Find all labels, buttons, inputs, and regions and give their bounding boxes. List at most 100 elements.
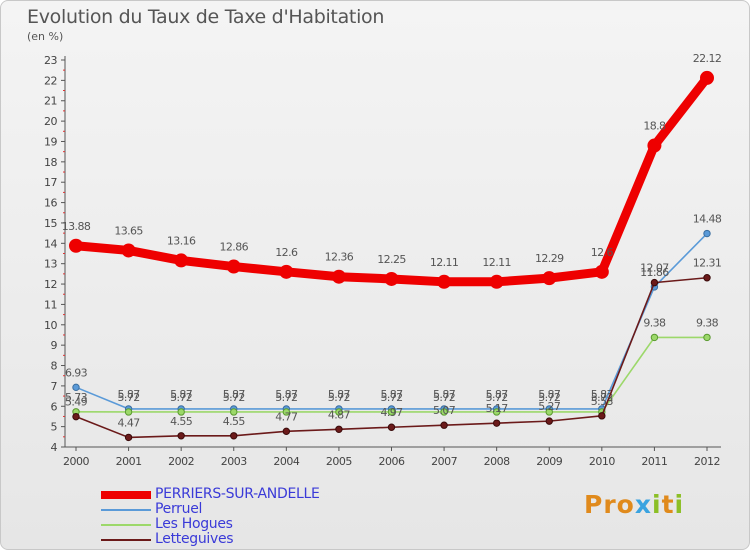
data-label: 5.72 — [328, 391, 350, 404]
x-tick-label: 2005 — [326, 455, 352, 468]
data-label: 4.55 — [223, 415, 246, 428]
data-label: 5.27 — [538, 400, 561, 413]
x-tick-label: 2003 — [221, 455, 247, 468]
data-point — [69, 238, 83, 253]
data-label: 5.72 — [223, 391, 245, 404]
y-tick-label: 5 — [51, 421, 58, 434]
data-point — [489, 274, 504, 289]
y-tick-label: 22 — [44, 74, 57, 87]
series-3: 5.49 4.47 4.55 4.55 4.77 4.87 4.97 5.07 5.17 5.27… — [65, 257, 722, 442]
y-tick-label: 7 — [51, 380, 58, 393]
data-point — [542, 271, 557, 286]
data-label: 5.72 — [275, 391, 297, 404]
x-tick-label: 2011 — [641, 455, 667, 468]
data-label: 4.47 — [118, 416, 141, 429]
data-label: 13.16 — [167, 234, 196, 247]
data-label: 4.97 — [380, 406, 403, 419]
data-label: 12.11 — [430, 256, 459, 269]
proxiti-logo: Proxiti — [584, 490, 684, 519]
y-tick-label: 19 — [44, 135, 57, 148]
data-label: 9.38 — [643, 316, 666, 329]
legend-swatch — [101, 539, 151, 541]
data-label: 13.88 — [62, 220, 91, 233]
data-label: 5.87 — [223, 388, 246, 401]
x-tick-label: 2000 — [63, 455, 89, 468]
logo-letter: t — [661, 490, 675, 519]
y-tick-label: 11 — [44, 298, 57, 311]
y-tick-label: 15 — [44, 217, 57, 230]
data-label: 4.87 — [328, 408, 351, 421]
data-point — [177, 408, 185, 416]
data-label: 5.87 — [433, 388, 456, 401]
data-label: 5.72 — [486, 391, 508, 404]
legend-label: Letteguives — [155, 531, 234, 547]
data-point — [703, 229, 711, 238]
data-label: 6.93 — [65, 366, 88, 379]
y-tick-label: 10 — [44, 319, 57, 332]
data-point — [440, 421, 448, 429]
data-point — [703, 333, 711, 342]
logo-letter: i — [652, 490, 662, 519]
data-point — [230, 408, 238, 416]
data-label: 5.87 — [170, 388, 193, 401]
logo-letter: r — [603, 490, 617, 519]
y-tick-label: 18 — [44, 156, 57, 169]
logo-letter: x — [634, 490, 652, 519]
y-tick-label: 17 — [44, 176, 57, 189]
data-label: 13.65 — [114, 224, 143, 237]
data-point — [124, 433, 133, 442]
logo-letter: i — [674, 490, 685, 519]
data-label: 5.49 — [65, 396, 88, 409]
data-point — [174, 253, 189, 268]
data-label: 5.87 — [538, 388, 561, 401]
data-point — [279, 264, 294, 279]
y-tick-label: 13 — [44, 258, 57, 271]
data-label: 5.53 — [591, 395, 614, 408]
data-point — [121, 243, 136, 258]
x-tick-label: 2006 — [379, 455, 405, 468]
y-tick-label: 16 — [44, 197, 57, 210]
series-2: 5.73 5.72 5.72 5.72 5.72 5.72 5.72 5.72 5.72 5.72… — [65, 316, 719, 416]
legend-label: PERRIERS-SUR-ANDELLE — [155, 486, 320, 502]
y-tick-label: 6 — [51, 400, 58, 413]
data-label: 5.72 — [538, 391, 560, 404]
data-label: 5.07 — [433, 404, 456, 417]
data-label: 5.72 — [380, 391, 402, 404]
data-point — [331, 269, 346, 284]
data-point — [384, 271, 399, 286]
data-point — [72, 412, 80, 421]
y-tick-label: 12 — [44, 278, 57, 291]
x-tick-label: 2004 — [273, 455, 299, 468]
data-label: 5.87 — [486, 388, 509, 401]
data-point — [72, 383, 80, 392]
data-point — [647, 138, 662, 153]
y-tick-label: 20 — [44, 115, 57, 128]
data-label: 12.25 — [377, 253, 406, 266]
data-label: 22.12 — [693, 52, 722, 65]
y-tick-label: 9 — [51, 339, 58, 352]
y-tick-label: 14 — [44, 237, 57, 250]
legend-swatch — [101, 509, 151, 511]
data-point — [282, 408, 291, 416]
legend-swatch — [101, 524, 151, 526]
data-label: 4.77 — [275, 410, 298, 423]
data-label: 4.55 — [170, 415, 193, 428]
data-point — [124, 408, 133, 416]
data-point — [703, 274, 711, 282]
logo-letter: P — [584, 490, 604, 519]
data-label: 12.36 — [325, 251, 354, 264]
data-label: 14.48 — [693, 213, 722, 226]
y-tick-label: 4 — [51, 441, 58, 454]
data-label: 5.72 — [433, 391, 455, 404]
data-label: 12.29 — [535, 252, 564, 265]
data-point — [545, 417, 553, 425]
data-point — [492, 419, 501, 427]
legend-label: Les Hogues — [155, 516, 233, 532]
data-label: 12.6 — [591, 246, 614, 259]
series-0: 13.88 13.65 13.16 12.86 12.6 12.36 12.25 12.11 1… — [62, 52, 722, 289]
data-label: 11.86 — [640, 266, 669, 279]
x-tick-label: 2008 — [484, 455, 510, 468]
data-label: 5.87 — [275, 388, 298, 401]
data-point — [650, 333, 659, 342]
data-point — [440, 408, 448, 416]
